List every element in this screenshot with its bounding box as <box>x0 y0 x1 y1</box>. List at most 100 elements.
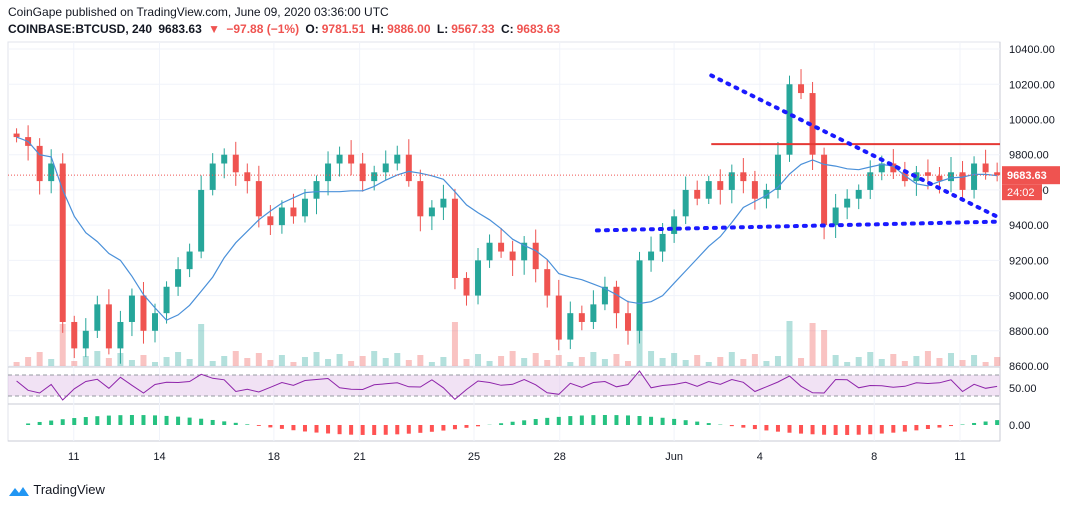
macd-level-label: 0.00 <box>1009 420 1030 432</box>
y-tick-label: 9000.00 <box>1009 291 1049 303</box>
volume-bar <box>774 356 781 366</box>
volume-bar <box>832 355 839 366</box>
volume-bar <box>947 353 954 366</box>
volume-bar <box>463 359 470 366</box>
macd-histogram-bar <box>683 420 688 425</box>
countdown-tag <box>1002 184 1042 201</box>
volume-bar <box>624 361 631 366</box>
macd-histogram-bar <box>729 425 734 427</box>
volume-bar <box>117 353 124 366</box>
candle-body <box>878 163 885 173</box>
macd-histogram-bar <box>37 421 42 425</box>
macd-histogram-bar <box>326 425 331 434</box>
tradingview-logo-text: TradingView <box>33 482 105 497</box>
candle-body <box>994 172 1001 176</box>
macd-histogram-bar <box>349 425 354 435</box>
macd-histogram-bar <box>510 421 515 425</box>
candle-body <box>405 154 412 182</box>
volume-bar <box>325 359 332 366</box>
rsi-level-label: 50.00 <box>1009 383 1037 395</box>
macd-histogram-bar <box>210 419 215 425</box>
volume-bar <box>209 361 216 366</box>
x-tick-label: 14 <box>153 451 165 463</box>
candle-body <box>659 233 666 252</box>
volume-bar <box>405 360 412 366</box>
price-chart[interactable]: 10400.0010200.0010000.009800.009600.0094… <box>0 0 1073 475</box>
macd-histogram-bar <box>822 425 827 435</box>
candle-body <box>267 216 274 226</box>
macd-histogram-bar <box>406 425 411 434</box>
macd-histogram-bar <box>983 421 988 425</box>
volume-bar <box>382 358 389 366</box>
open-label: O: <box>305 22 319 36</box>
macd-histogram-bar <box>141 415 146 425</box>
macd-histogram-bar <box>441 425 446 431</box>
candle-body <box>624 313 631 331</box>
x-tick-label: 11 <box>68 451 79 463</box>
y-tick-label: 8600.00 <box>1009 361 1049 373</box>
descending-trendline <box>709 73 1002 221</box>
candle-body <box>648 251 655 261</box>
macd-histogram-bar <box>972 422 977 425</box>
volume-bar <box>71 361 78 366</box>
y-tick-label: 10400.00 <box>1009 44 1055 56</box>
candle-body <box>982 163 989 173</box>
volume-bar <box>475 354 482 366</box>
volume-bar <box>578 357 585 366</box>
volume-bar <box>128 360 135 366</box>
volume-bar <box>359 356 366 366</box>
candle-body <box>382 163 389 173</box>
candle-body <box>152 313 159 331</box>
x-tick-label: 18 <box>268 451 280 463</box>
macd-histogram-bar <box>452 425 457 430</box>
countdown-label: 24:02 <box>1007 187 1035 199</box>
low-value: 9567.33 <box>451 22 495 36</box>
volume-bar <box>959 360 966 366</box>
volume-bar <box>48 359 55 366</box>
candle-body <box>936 175 943 182</box>
volume-bar <box>844 362 851 366</box>
candle-body <box>901 172 908 182</box>
volume-bar <box>936 358 943 366</box>
y-tick-label: 10200.00 <box>1009 79 1055 91</box>
volume-bar <box>221 356 228 366</box>
macd-histogram-bar <box>533 419 538 425</box>
volume-bar <box>890 354 897 366</box>
candle-body <box>578 313 585 322</box>
macd-histogram-bar <box>360 425 365 435</box>
volume-bar <box>428 362 435 366</box>
candle-body <box>313 181 320 199</box>
volume-bar <box>532 353 539 366</box>
volume-bar <box>486 361 493 366</box>
macd-histogram-bar <box>602 415 607 425</box>
low-label: L: <box>436 22 449 36</box>
macd-histogram-bar <box>233 422 238 425</box>
volume-bar <box>705 362 712 366</box>
volume-bar <box>901 361 908 366</box>
y-tick-label: 10000.00 <box>1009 114 1055 126</box>
candle-body <box>290 207 297 217</box>
symbol-label[interactable]: COINBASE:BTCUSD, 240 <box>8 22 153 36</box>
candle-body <box>244 172 251 182</box>
macd-histogram-bar <box>372 425 377 435</box>
macd-histogram-bar <box>26 423 31 425</box>
candle-body <box>336 154 343 164</box>
down-arrow-icon: ▼ <box>208 22 220 36</box>
tradingview-logo[interactable]: TradingView <box>8 482 105 498</box>
macd-histogram-bar <box>187 417 192 425</box>
candle-body <box>567 313 574 340</box>
macd-histogram-bar <box>902 425 907 432</box>
macd-histogram-bar <box>314 425 319 433</box>
macd-histogram-bar <box>995 420 1000 425</box>
macd-histogram-bar <box>545 417 550 425</box>
candle-body <box>959 172 966 190</box>
volume-bar <box>659 358 666 366</box>
candle-body <box>301 198 308 217</box>
candle-body <box>636 260 643 331</box>
candle-body <box>221 154 228 164</box>
macd-histogram-bar <box>49 420 54 425</box>
macd-histogram-bar <box>591 415 596 425</box>
volume-bar <box>798 358 805 366</box>
volume-bar <box>751 354 758 366</box>
volume-bar <box>740 359 747 366</box>
